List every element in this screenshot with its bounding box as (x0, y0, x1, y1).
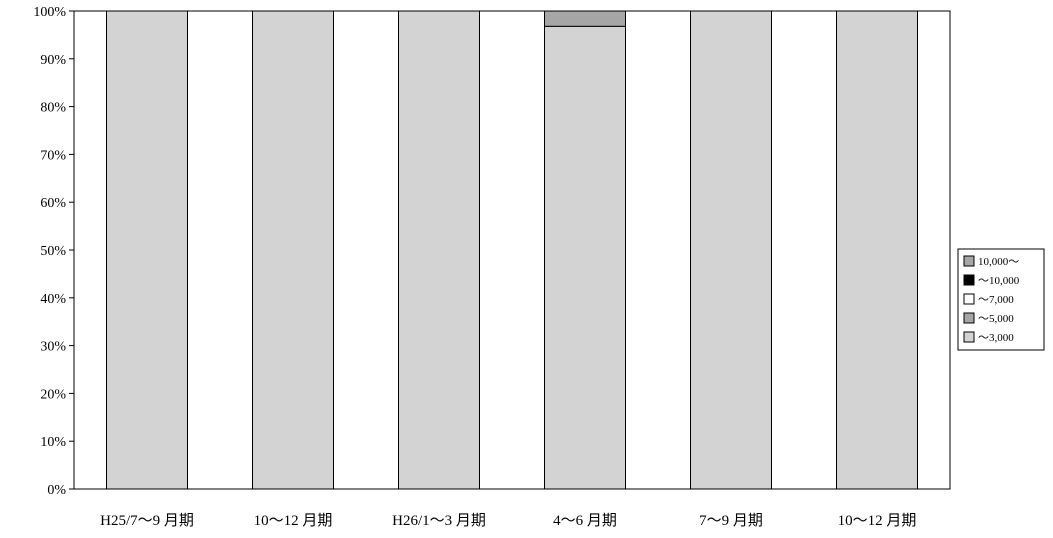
bar-segment-1 (252, 10, 334, 490)
y-tick-label: 20% (40, 387, 66, 402)
y-tick-label: 40% (40, 292, 66, 307)
y-tick-label: 70% (40, 148, 66, 163)
bar-segment-1 (836, 10, 918, 490)
x-tick-label: 4～6 月期 (553, 512, 617, 529)
legend-swatch (963, 293, 975, 305)
legend-swatch (963, 274, 975, 286)
bar-segment-2 (544, 10, 626, 27)
x-tick-label: H26/1～3 月期 (392, 512, 486, 529)
bar-segment-1 (544, 25, 626, 490)
legend-label: ～3,000 (978, 332, 1014, 344)
legend-label: ～10,000 (978, 275, 1020, 287)
legend-swatch (963, 255, 975, 267)
x-tick-label: 7～9 月期 (699, 512, 763, 529)
legend-label: 10,000～ (978, 256, 1019, 268)
x-tick-label: 10～12 月期 (254, 512, 333, 529)
legend-label: ～5,000 (978, 313, 1014, 325)
y-tick-label: 60% (40, 196, 66, 211)
y-tick-label: 0% (47, 483, 66, 498)
y-tick-label: 80% (40, 101, 66, 116)
bar-segment-1 (106, 10, 188, 490)
x-tick-label: 10～12 月期 (838, 512, 917, 529)
y-tick-label: 30% (40, 340, 66, 355)
x-tick-label: H25/7～9 月期 (100, 512, 194, 529)
legend-swatch (963, 331, 975, 343)
legend-swatch (963, 312, 975, 324)
plot-area (73, 10, 951, 490)
y-tick-label: 90% (40, 53, 66, 68)
legend-label: ～7,000 (978, 294, 1014, 306)
bar-segment-1 (690, 10, 772, 490)
y-tick-label: 100% (33, 5, 66, 20)
y-tick-label: 10% (40, 435, 66, 450)
bar-segment-1 (398, 10, 480, 490)
y-tick-label: 50% (40, 244, 66, 259)
